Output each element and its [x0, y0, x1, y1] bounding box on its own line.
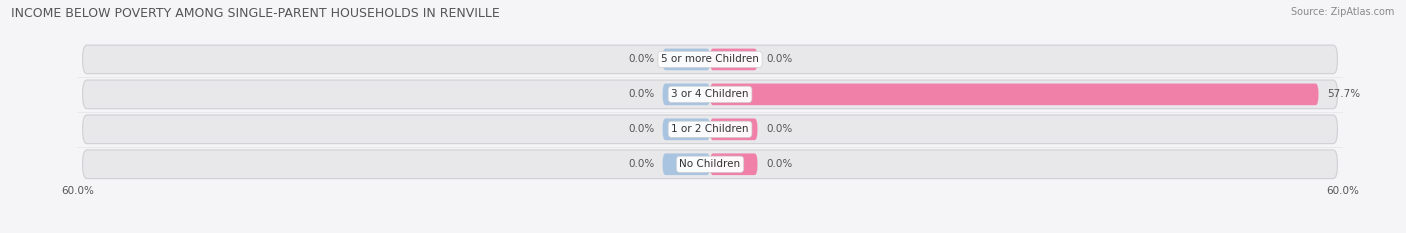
Text: 1 or 2 Children: 1 or 2 Children	[671, 124, 749, 134]
Text: 0.0%: 0.0%	[628, 55, 654, 64]
Text: No Children: No Children	[679, 159, 741, 169]
Text: INCOME BELOW POVERTY AMONG SINGLE-PARENT HOUSEHOLDS IN RENVILLE: INCOME BELOW POVERTY AMONG SINGLE-PARENT…	[11, 7, 501, 20]
FancyBboxPatch shape	[662, 118, 710, 140]
FancyBboxPatch shape	[83, 150, 1337, 179]
FancyBboxPatch shape	[83, 45, 1337, 74]
FancyBboxPatch shape	[662, 84, 710, 105]
Legend: Single Father, Single Mother: Single Father, Single Mother	[614, 231, 806, 233]
FancyBboxPatch shape	[710, 84, 1319, 105]
Text: 0.0%: 0.0%	[628, 159, 654, 169]
FancyBboxPatch shape	[710, 154, 758, 175]
FancyBboxPatch shape	[710, 49, 758, 70]
FancyBboxPatch shape	[662, 154, 710, 175]
Text: 0.0%: 0.0%	[628, 124, 654, 134]
FancyBboxPatch shape	[83, 115, 1337, 144]
Text: 0.0%: 0.0%	[766, 124, 792, 134]
Text: 0.0%: 0.0%	[766, 159, 792, 169]
Text: 0.0%: 0.0%	[628, 89, 654, 99]
FancyBboxPatch shape	[662, 49, 710, 70]
Text: 5 or more Children: 5 or more Children	[661, 55, 759, 64]
Text: Source: ZipAtlas.com: Source: ZipAtlas.com	[1291, 7, 1395, 17]
FancyBboxPatch shape	[83, 80, 1337, 109]
FancyBboxPatch shape	[710, 118, 758, 140]
Text: 0.0%: 0.0%	[766, 55, 792, 64]
Text: 3 or 4 Children: 3 or 4 Children	[671, 89, 749, 99]
Text: 57.7%: 57.7%	[1327, 89, 1360, 99]
